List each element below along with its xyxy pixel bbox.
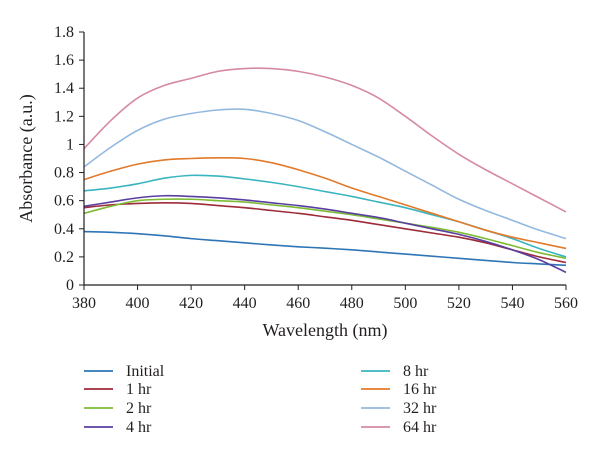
series-line-4-hr xyxy=(83,194,567,274)
y-tick-label: 1.8 xyxy=(54,24,74,41)
legend-label-64-hr: 64 hr xyxy=(403,419,437,436)
axes xyxy=(83,32,566,286)
y-axis-ticks: 0 0.2 0.4 0.6 0.8 1 1.2 1.4 1.6 1.8 xyxy=(54,24,84,294)
legend-label-16-hr: 16 hr xyxy=(403,381,437,398)
y-tick-label: 0.8 xyxy=(54,165,74,182)
y-tick-label: 0.4 xyxy=(54,221,74,238)
y-tick-label: 0.6 xyxy=(54,193,74,210)
x-tick-label: 480 xyxy=(340,295,364,312)
series-line-32-hr xyxy=(83,108,567,240)
x-axis-title: Wavelength (nm) xyxy=(262,320,387,341)
legend-label-4-hr: 4 hr xyxy=(126,419,152,436)
series-line-1-hr xyxy=(83,201,567,264)
legend-label-32-hr: 32 hr xyxy=(403,400,437,417)
y-tick-label: 0.2 xyxy=(54,249,74,266)
x-tick-label: 460 xyxy=(286,295,310,312)
x-tick-label: 400 xyxy=(126,295,150,312)
y-axis-title: Absorbance (a.u.) xyxy=(16,94,37,222)
x-tick-label: 540 xyxy=(500,295,524,312)
x-tick-label: 500 xyxy=(393,295,417,312)
x-tick-label: 560 xyxy=(554,295,578,312)
x-tick-label: 520 xyxy=(447,295,471,312)
y-tick-label: 1 xyxy=(66,136,74,153)
series-line-2-hr xyxy=(83,198,567,260)
y-tick-label: 1.2 xyxy=(54,108,74,125)
legend-label-2-hr: 2 hr xyxy=(126,400,152,417)
x-tick-label: 380 xyxy=(72,295,96,312)
legend-label-8-hr: 8 hr xyxy=(403,363,429,380)
series-line-16-hr xyxy=(83,156,567,250)
series-line-initial xyxy=(83,230,567,267)
x-axis-ticks: 380 400 420 440 460 480 500 520 540 560 xyxy=(72,285,578,312)
series-line-64-hr xyxy=(83,67,567,213)
x-tick-label: 440 xyxy=(233,295,257,312)
legend-label-initial: Initial xyxy=(126,363,165,380)
y-tick-label: 1.6 xyxy=(54,52,74,69)
legend-label-1-hr: 1 hr xyxy=(126,381,152,398)
x-tick-label: 420 xyxy=(179,295,203,312)
y-tick-label: 0 xyxy=(66,277,74,294)
y-tick-label: 1.4 xyxy=(54,80,74,97)
series-layer xyxy=(83,67,567,274)
